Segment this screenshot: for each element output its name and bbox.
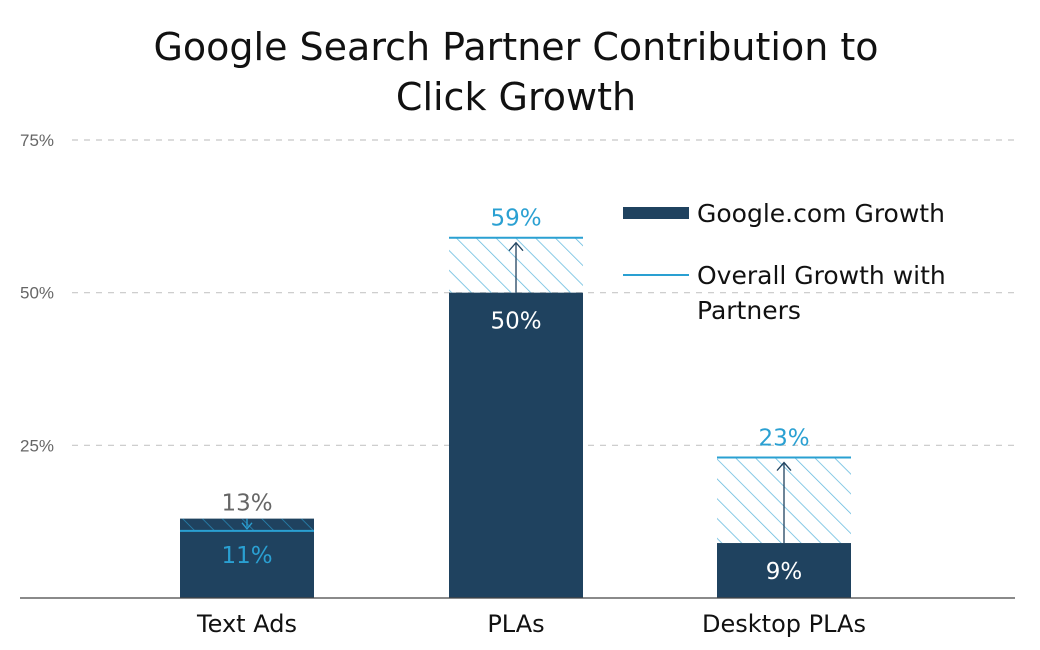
legend: Google.com Growth Overall Growth with Pa…: [623, 199, 946, 325]
category-label-text-ads: Text Ads: [196, 610, 297, 638]
bars: [180, 236, 851, 598]
value-label-google-plas: 50%: [490, 309, 541, 335]
value-label-google-text-ads: 13%: [221, 491, 272, 517]
category-label-desktop-plas: Desktop PLAs: [702, 610, 866, 638]
arrow-head-plas: [508, 241, 524, 252]
value-label-google-desktop-plas: 9%: [766, 559, 803, 585]
legend-swatch-google: [623, 207, 689, 219]
legend-label-google: Google.com Growth: [697, 199, 945, 228]
legend-label-overall-line-1: Overall Growth with: [697, 261, 946, 290]
value-label-overall-text-ads: 11%: [221, 543, 272, 569]
bar-google-plas: [449, 292, 583, 598]
legend-label-overall-line-2: Partners: [697, 296, 801, 325]
category-label-plas: PLAs: [487, 610, 544, 638]
data-labels: 13% 11% 59% 50% 23% 9%: [221, 206, 809, 585]
chart-title-line-2: Click Growth: [396, 75, 636, 119]
y-tick-label-25: 25%: [20, 436, 54, 455]
arrow-head-text-ads: [241, 522, 253, 530]
y-tick-label-50: 50%: [20, 284, 54, 303]
x-axis-categories: Text Ads PLAs Desktop PLAs: [196, 610, 866, 638]
bar-google-text-ads: [180, 518, 314, 598]
chart-title-line-1: Google Search Partner Contribution to: [153, 25, 878, 69]
value-label-overall-desktop-plas: 23%: [758, 426, 809, 452]
y-axis-ticks: 25% 50% 75%: [20, 131, 54, 455]
y-tick-label-75: 75%: [20, 131, 54, 150]
bar-google-desktop-plas: [717, 543, 851, 598]
arrow-head-desktop-plas: [776, 461, 792, 471]
value-label-overall-plas: 59%: [490, 206, 541, 232]
